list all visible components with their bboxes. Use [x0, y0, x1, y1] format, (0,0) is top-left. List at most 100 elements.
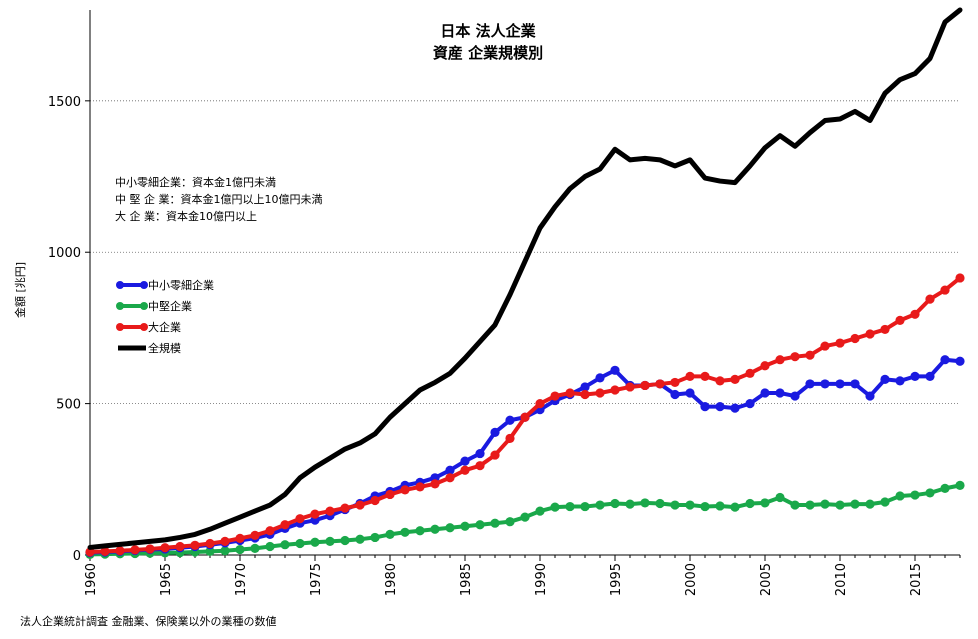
x-tick-label: 1995 [609, 563, 624, 596]
data-point [940, 355, 950, 365]
x-tick-label: 1965 [159, 563, 174, 596]
legend-label: 中小零細企業 [148, 278, 214, 292]
data-point [655, 379, 665, 389]
data-point [490, 450, 500, 460]
y-tick-label: 0 [73, 549, 81, 564]
x-tick-label: 1990 [534, 563, 549, 596]
legend-label: 中堅企業 [148, 299, 192, 313]
series [85, 7, 965, 559]
data-point [790, 352, 800, 362]
data-point [370, 495, 380, 506]
x-tick-label: 1975 [309, 563, 324, 596]
data-point [220, 536, 230, 546]
legend-marker [140, 302, 148, 310]
data-point [550, 391, 560, 401]
data-point [715, 402, 725, 412]
data-point [865, 499, 875, 509]
data-point [910, 490, 920, 500]
data-point [685, 388, 695, 398]
data-point [610, 498, 620, 509]
data-point [430, 524, 440, 534]
grid-lines [90, 100, 960, 405]
data-point [835, 500, 845, 510]
data-point [910, 371, 920, 381]
data-point [115, 546, 125, 556]
source-note: 法人企業統計調査 金融業、保険業以外の業種の数値 [20, 614, 277, 628]
data-point [595, 373, 605, 383]
x-tick-label: 2015 [909, 563, 924, 596]
data-point [715, 376, 725, 386]
data-point [670, 377, 680, 388]
y-tick-label: 1000 [48, 246, 81, 261]
data-point [235, 544, 245, 555]
data-point [190, 540, 200, 550]
data-point [505, 415, 515, 425]
data-point [415, 482, 425, 492]
note-small: 中小零細企業：資本金1億円未満 [115, 175, 276, 189]
data-point [595, 500, 605, 510]
data-point [385, 529, 395, 540]
data-point [265, 541, 275, 552]
data-point [145, 544, 155, 554]
series-line [87, 7, 963, 550]
data-point [850, 379, 860, 389]
data-point [745, 399, 755, 409]
data-point [295, 514, 305, 524]
data-point [865, 391, 875, 401]
data-point [355, 500, 365, 510]
chart-title-line-2: 資産 企業規模別 [433, 44, 543, 62]
data-point [880, 497, 890, 507]
data-point [580, 382, 590, 392]
data-point [310, 537, 320, 547]
data-point [295, 538, 305, 549]
y-tick-label: 500 [56, 398, 81, 413]
data-point [310, 509, 320, 519]
data-point [790, 500, 800, 510]
legend-marker [116, 302, 124, 310]
data-point [940, 483, 950, 493]
data-point [745, 498, 755, 509]
data-point [565, 501, 575, 512]
legend-marker [116, 323, 124, 331]
data-point [760, 498, 770, 508]
data-point [205, 538, 215, 549]
data-point [385, 489, 395, 500]
data-point [895, 315, 905, 325]
x-tick-label: 1980 [384, 563, 399, 596]
x-tick-label: 1985 [459, 563, 474, 596]
data-point [835, 338, 845, 348]
data-point [805, 379, 815, 389]
data-point [325, 536, 335, 546]
data-point [250, 543, 260, 553]
legend-marker [140, 323, 148, 331]
x-tick-label: 2005 [759, 563, 774, 596]
data-point [925, 488, 935, 498]
data-point [940, 285, 950, 295]
data-point [880, 324, 890, 335]
data-point [445, 465, 455, 475]
data-point [730, 374, 740, 384]
data-point [265, 526, 275, 536]
x-tick-label: 2000 [684, 563, 699, 596]
data-point [250, 530, 260, 540]
data-point [760, 388, 770, 398]
data-point [610, 365, 620, 375]
data-point [820, 379, 830, 389]
data-point [235, 533, 245, 543]
data-point [220, 546, 230, 556]
data-point [670, 500, 680, 510]
data-point [520, 512, 530, 522]
data-point [490, 427, 500, 437]
data-point [655, 498, 665, 509]
data-point [325, 506, 335, 516]
data-point [715, 501, 725, 511]
data-point [700, 371, 710, 381]
data-point [910, 309, 920, 319]
data-point [700, 402, 710, 412]
data-point [280, 540, 290, 550]
data-point [505, 433, 515, 444]
series-3 [87, 7, 963, 550]
chart-title-line-1: 日本 法人企業 [440, 22, 536, 40]
